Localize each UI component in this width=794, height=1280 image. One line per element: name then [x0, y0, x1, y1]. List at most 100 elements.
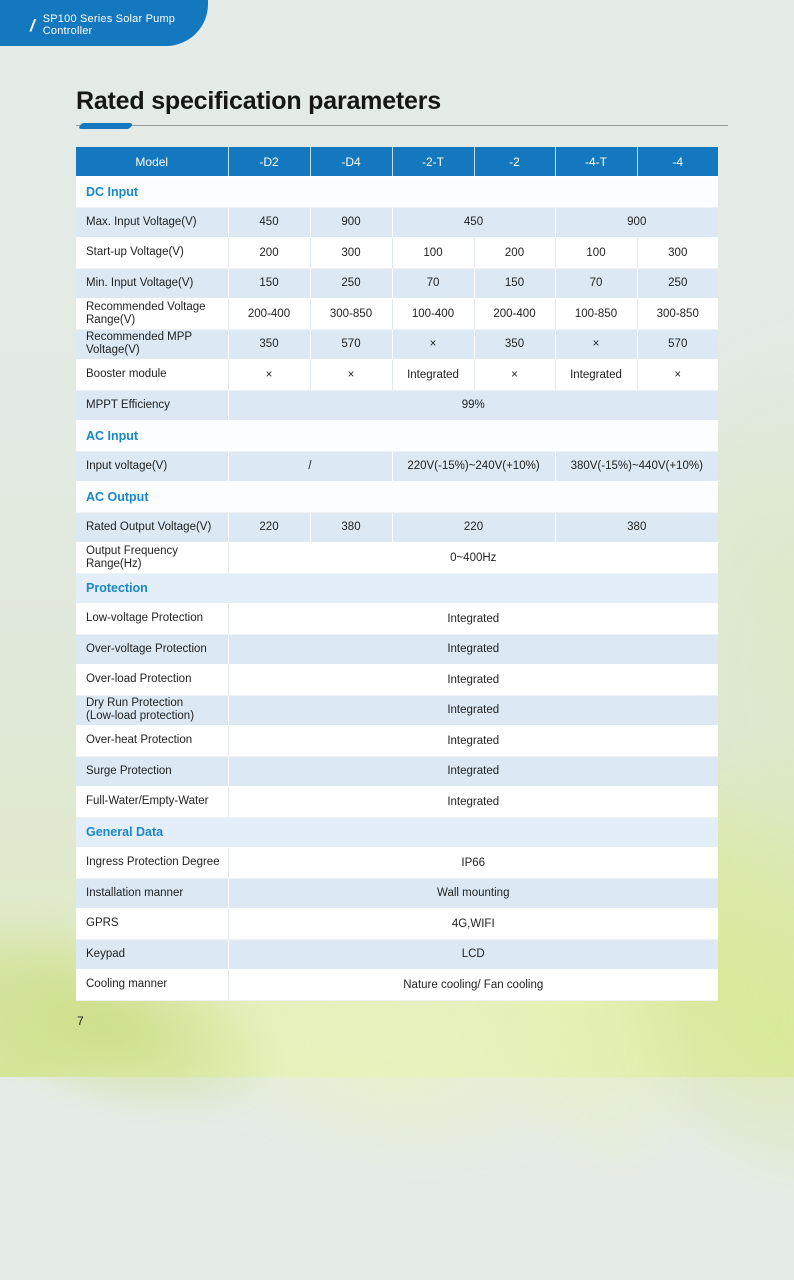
row-label: Surge Protection — [76, 756, 229, 787]
spec-row-over-load-protection: Over-load Protection Integrated — [76, 664, 718, 696]
section-row-dc-input: DC Input — [76, 176, 718, 208]
row-label: Rated Output Voltage(V) — [76, 512, 229, 543]
spec-row-mppt-efficiency: MPPT Efficiency 99% — [76, 390, 718, 421]
spec-value: 450 — [228, 207, 311, 238]
spec-value: × — [310, 359, 393, 391]
row-label: Min. Input Voltage(V) — [76, 268, 229, 299]
spec-value: 350 — [474, 329, 556, 360]
spec-value: 300 — [637, 237, 718, 269]
spec-value: 100 — [392, 237, 475, 269]
spec-row-keypad: Keypad LCD — [76, 939, 718, 970]
row-label: Input voltage(V) — [76, 451, 229, 482]
spec-row-full-water-empty-water: Full-Water/Empty-Water Integrated — [76, 786, 718, 818]
spec-value: Integrated — [228, 786, 718, 818]
row-label: Over-load Protection — [76, 664, 229, 696]
series-badge-label: SP100 Series Solar Pump Controller — [42, 13, 176, 37]
spec-value: 570 — [310, 329, 393, 360]
spec-value: 150 — [228, 268, 311, 299]
spec-value: Integrated — [228, 603, 718, 635]
section-title: General Data — [76, 817, 718, 848]
spec-row-min-input-voltage-v: Min. Input Voltage(V) 150 250 70 150 70 250 — [76, 268, 718, 299]
row-label: Booster module — [76, 359, 229, 391]
spec-value: Integrated — [228, 725, 718, 757]
spec-value: 300 — [310, 237, 393, 269]
title-accent-bar — [78, 122, 134, 129]
section-title: AC Output — [76, 481, 718, 513]
spec-value: 100-850 — [555, 298, 638, 330]
spec-table: Model -D2 -D4 -2-T -2 -4-T -4 DC Input Max. Inp… — [76, 147, 718, 1001]
spec-value: 200 — [228, 237, 311, 269]
spec-value: 380 — [555, 512, 718, 543]
spec-row-over-voltage-protection: Over-voltage Protection Integrated — [76, 634, 718, 665]
spec-value: 220 — [228, 512, 311, 543]
spec-row-recommended-voltage-range-v: Recommended Voltage Range(V) 200-400 300-8… — [76, 298, 718, 330]
row-label: GPRS — [76, 908, 229, 940]
section-row-general-data: General Data — [76, 817, 718, 848]
spec-value: 300-850 — [637, 298, 718, 330]
spec-value: Nature cooling/ Fan cooling — [228, 969, 718, 1001]
row-label: Low-voltage Protection — [76, 603, 229, 635]
row-label: Start-up Voltage(V) — [76, 237, 229, 269]
spec-value: 200-400 — [228, 298, 311, 330]
spec-value: Integrated — [228, 664, 718, 696]
section-title: Protection — [76, 573, 718, 604]
row-label: Full-Water/Empty-Water — [76, 786, 229, 818]
page-title: Rated specification parameters — [76, 87, 441, 115]
spec-row-over-heat-protection: Over-heat Protection Integrated — [76, 725, 718, 757]
spec-value: LCD — [228, 939, 718, 970]
section-title: AC Input — [76, 420, 718, 452]
row-label: Recommended MPP Voltage(V) — [76, 329, 229, 360]
column-header-model: Model — [76, 147, 229, 177]
section-row-ac-output: AC Output — [76, 481, 718, 513]
row-label: Output Frequency Range(Hz) — [76, 542, 229, 574]
spec-row-dry-run-protection-low-load-protection: Dry Run Protection (Low-load protection)… — [76, 695, 718, 726]
spec-value: 350 — [228, 329, 311, 360]
spec-value: × — [228, 359, 311, 391]
spec-value: 99% — [228, 390, 718, 421]
spec-value: Integrated — [392, 359, 475, 391]
spec-value: 300-850 — [310, 298, 393, 330]
spec-row-cooling-manner: Cooling manner Nature cooling/ Fan coolin… — [76, 969, 718, 1001]
row-label: Ingress Protection Degree — [76, 847, 229, 879]
spec-value: 100-400 — [392, 298, 475, 330]
row-label: Max. Input Voltage(V) — [76, 207, 229, 238]
section-row-protection: Protection — [76, 573, 718, 604]
spec-row-booster-module: Booster module × × Integrated × Integrated × — [76, 359, 718, 391]
section-title: DC Input — [76, 176, 718, 208]
spec-value: 900 — [310, 207, 393, 238]
spec-row-input-voltage-v: Input voltage(V)/220V(-15%)~240V(+10%) 38… — [76, 451, 718, 482]
spec-value: 570 — [637, 329, 718, 360]
spec-value: 380V(-15%)~440V(+10%) — [555, 451, 718, 482]
title-underline — [76, 122, 728, 129]
spec-row-ingress-protection-degree: Ingress Protection Degree IP66 — [76, 847, 718, 879]
spec-row-low-voltage-protection: Low-voltage Protection Integrated — [76, 603, 718, 635]
spec-value: Integrated — [228, 756, 718, 787]
spec-row-surge-protection: Surge Protection Integrated — [76, 756, 718, 787]
spec-value: 100 — [555, 237, 638, 269]
spec-value: 4G,WIFI — [228, 908, 718, 940]
spec-value: 70 — [392, 268, 475, 299]
row-label: Cooling manner — [76, 969, 229, 1001]
column-header-2: -2 — [474, 147, 556, 177]
spec-value: 0~400Hz — [228, 542, 718, 574]
spec-row-output-frequency-range-hz: Output Frequency Range(Hz) 0~400Hz — [76, 542, 718, 574]
table-body: DC Input Max. Input Voltage(V) 450 900 450 90… — [76, 176, 718, 1001]
spec-value: 380 — [310, 512, 393, 543]
spec-value: 900 — [555, 207, 718, 238]
page-number: 7 — [77, 1014, 84, 1028]
spec-value: Wall mounting — [228, 878, 718, 909]
spec-value: 250 — [310, 268, 393, 299]
spec-row-start-up-voltage-v: Start-up Voltage(V) 200 300 100 200 100 300 — [76, 237, 718, 269]
column-header-2-t: -2-T — [392, 147, 475, 177]
series-badge: / SP100 Series Solar Pump Controller — [0, 0, 208, 46]
spec-value: Integrated — [228, 634, 718, 665]
spec-value: 220 — [392, 512, 556, 543]
column-header-4-t: -4-T — [555, 147, 638, 177]
column-header-d4: -D4 — [310, 147, 393, 177]
slash-icon: / — [30, 15, 35, 35]
spec-row-rated-output-voltage-v: Rated Output Voltage(V) 220 380 220 380 — [76, 512, 718, 543]
spec-value: 200 — [474, 237, 556, 269]
spec-value: IP66 — [228, 847, 718, 879]
spec-value: 450 — [392, 207, 556, 238]
row-label: Over-heat Protection — [76, 725, 229, 757]
